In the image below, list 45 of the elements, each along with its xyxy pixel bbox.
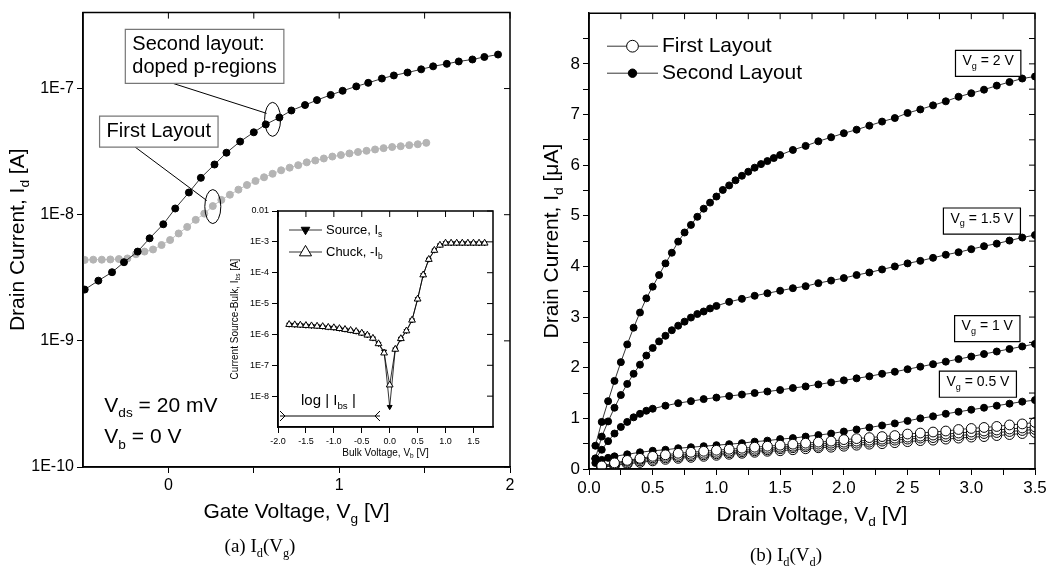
x-tick-label: -1.0 xyxy=(326,435,342,446)
y-tick-label: 1E-4 xyxy=(249,267,269,278)
x-tick-label: 3.5 xyxy=(1023,477,1047,497)
x-tick-label: -0.5 xyxy=(354,435,370,446)
y-tick-label: 8 xyxy=(570,53,580,73)
x-tick-label: 1 xyxy=(334,476,344,494)
annotation: First Layout xyxy=(106,119,212,142)
y-tick-label: 2 xyxy=(570,357,580,377)
x-tick-label: 2 5 xyxy=(895,477,920,497)
legend-label: First Layout xyxy=(662,33,772,56)
y-tick-label: 1E-9 xyxy=(40,331,75,349)
x-tick-label: 1.0 xyxy=(439,435,452,446)
y-tick-label: 6 xyxy=(570,154,580,174)
x-tick-label: 2 xyxy=(505,476,515,494)
x-tick-label: -2.0 xyxy=(270,435,286,446)
y-tick-label: 1E-7 xyxy=(40,78,75,96)
y-tick-label: 3 xyxy=(570,306,580,326)
x-tick-label: 0.5 xyxy=(411,435,424,446)
legend-label: Second Layout xyxy=(662,60,803,83)
y-tick-label: 0 xyxy=(570,458,580,478)
x-tick-label: 0.5 xyxy=(640,477,665,497)
y-axis-title: Drain Current, Id [A] xyxy=(4,148,33,332)
y-axis-title: Drain Current, Id [μA] xyxy=(538,143,567,339)
y-tick-label: 1E-7 xyxy=(249,359,269,370)
x-tick-label: 0 xyxy=(163,476,173,494)
y-tick-label: 1E-5 xyxy=(249,298,269,309)
x-tick-label: 1.0 xyxy=(704,477,729,497)
y-tick-label: 4 xyxy=(570,256,580,276)
y-tick-label: 1E-10 xyxy=(31,457,75,475)
y-tick-label: 1E-3 xyxy=(249,236,269,247)
y-tick-label: 1E-6 xyxy=(249,328,269,339)
y-tick-label: 0.01 xyxy=(251,205,269,216)
x-tick-label: 2.0 xyxy=(832,477,856,497)
x-tick-label: 1.5 xyxy=(768,477,792,497)
y-tick-label: 1E-8 xyxy=(249,390,269,401)
y-tick-label: 5 xyxy=(570,205,580,225)
annotation: Second layout: doped p-regions xyxy=(132,32,277,78)
x-tick-label: 1.5 xyxy=(467,435,480,446)
y-tick-label: 7 xyxy=(570,104,580,124)
y-tick-label: 1 xyxy=(570,408,580,428)
x-tick-label: 0.0 xyxy=(577,477,601,497)
x-tick-label: 0.0 xyxy=(383,435,396,446)
x-tick-label: -1.5 xyxy=(298,435,314,446)
x-tick-label: 3.0 xyxy=(959,477,984,497)
y-tick-label: 1E-8 xyxy=(40,205,75,223)
